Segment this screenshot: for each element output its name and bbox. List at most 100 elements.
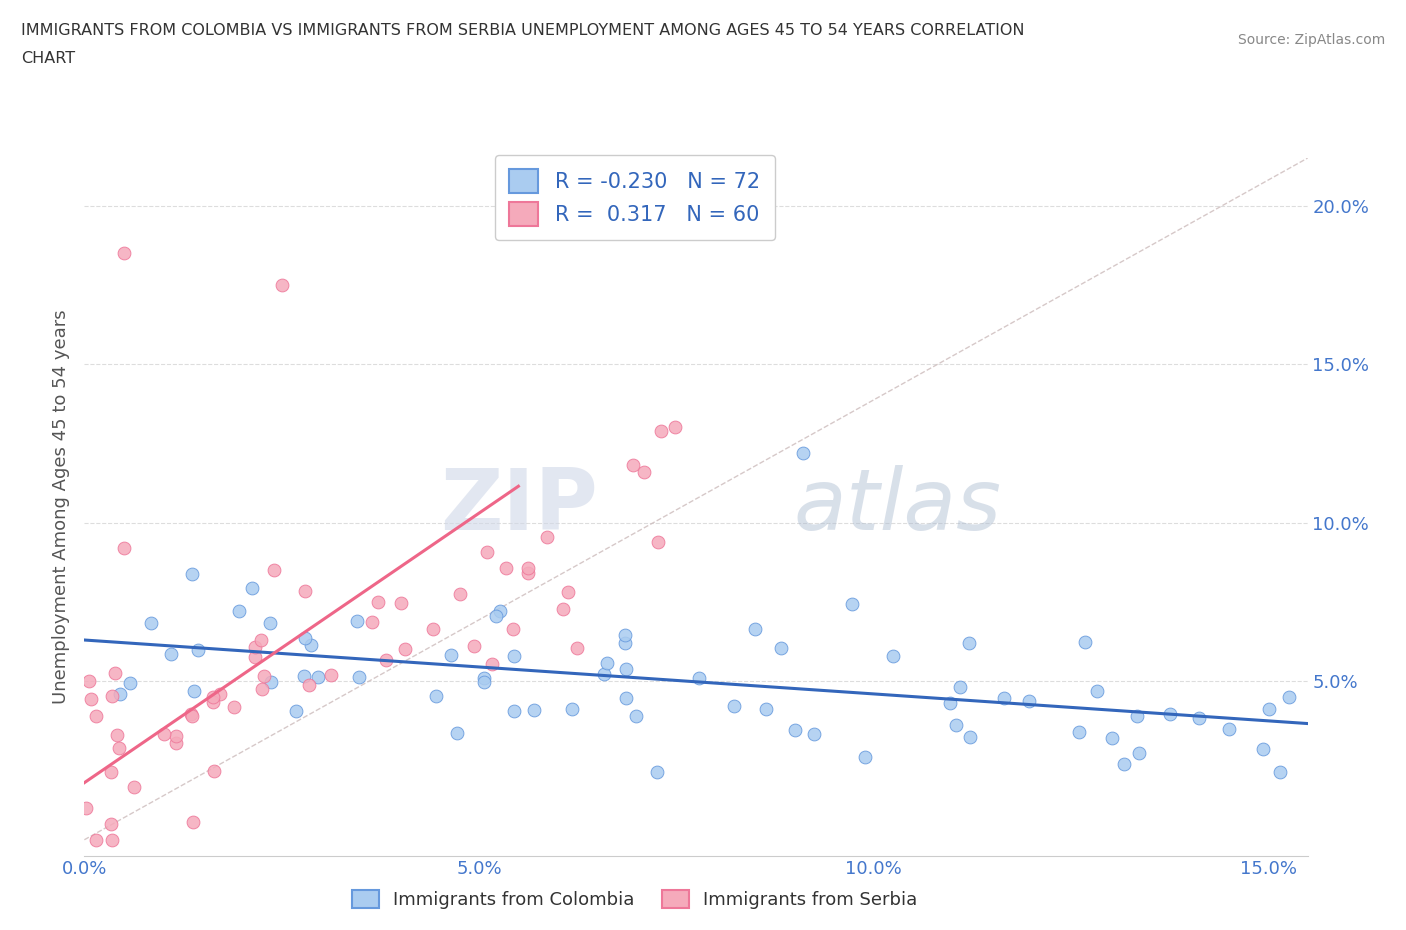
Point	[165, 735, 187, 750]
Point	[107, 727, 129, 742]
Point	[367, 594, 389, 609]
Point	[561, 702, 583, 717]
Point	[1112, 757, 1135, 772]
Point	[472, 671, 495, 685]
Point	[209, 686, 232, 701]
Point	[319, 668, 342, 683]
Point	[118, 676, 141, 691]
Point	[770, 641, 793, 656]
Point	[77, 673, 100, 688]
Point	[80, 691, 103, 706]
Point	[449, 587, 471, 602]
Point	[228, 604, 250, 618]
Point	[75, 801, 97, 816]
Point	[959, 730, 981, 745]
Point	[1188, 711, 1211, 725]
Point	[160, 646, 183, 661]
Point	[463, 638, 485, 653]
Point	[294, 583, 316, 598]
Point	[939, 696, 962, 711]
Point	[1258, 701, 1281, 716]
Point	[1018, 694, 1040, 709]
Text: CHART: CHART	[21, 51, 75, 66]
Point	[523, 702, 546, 717]
Point	[647, 764, 669, 779]
Point	[517, 565, 540, 580]
Point	[596, 656, 619, 671]
Point	[346, 614, 368, 629]
Point	[614, 628, 637, 643]
Point	[650, 423, 672, 438]
Point	[1268, 764, 1291, 779]
Point	[1069, 724, 1091, 739]
Point	[614, 636, 637, 651]
Point	[1128, 746, 1150, 761]
Point	[495, 561, 517, 576]
Point	[565, 641, 588, 656]
Point	[948, 679, 970, 694]
Point	[252, 681, 274, 696]
Point	[1218, 722, 1240, 737]
Point	[1085, 684, 1108, 698]
Point	[389, 595, 412, 610]
Point	[1251, 742, 1274, 757]
Point	[792, 445, 814, 460]
Point	[536, 529, 558, 544]
Point	[614, 662, 637, 677]
Point	[183, 684, 205, 698]
Point	[723, 699, 745, 714]
Point	[551, 602, 574, 617]
Point	[104, 666, 127, 681]
Point	[181, 814, 204, 829]
Point	[347, 669, 370, 684]
Point	[633, 465, 655, 480]
Point	[243, 640, 266, 655]
Text: Source: ZipAtlas.com: Source: ZipAtlas.com	[1237, 33, 1385, 46]
Point	[139, 616, 162, 631]
Point	[307, 670, 329, 684]
Point	[1126, 709, 1149, 724]
Y-axis label: Unemployment Among Ages 45 to 54 years: Unemployment Among Ages 45 to 54 years	[52, 310, 70, 704]
Point	[108, 686, 131, 701]
Point	[481, 657, 503, 671]
Point	[882, 649, 904, 664]
Point	[422, 621, 444, 636]
Point	[360, 615, 382, 630]
Point	[100, 817, 122, 831]
Point	[624, 708, 647, 723]
Point	[180, 708, 202, 723]
Point	[664, 419, 686, 434]
Point	[446, 725, 468, 740]
Point	[201, 689, 224, 704]
Point	[593, 666, 616, 681]
Point	[270, 277, 292, 292]
Text: atlas: atlas	[794, 465, 1002, 549]
Point	[260, 675, 283, 690]
Point	[299, 638, 322, 653]
Text: ZIP: ZIP	[440, 465, 598, 549]
Text: IMMIGRANTS FROM COLOMBIA VS IMMIGRANTS FROM SERBIA UNEMPLOYMENT AMONG AGES 45 TO: IMMIGRANTS FROM COLOMBIA VS IMMIGRANTS F…	[21, 23, 1025, 38]
Point	[853, 750, 876, 764]
Point	[945, 718, 967, 733]
Point	[472, 674, 495, 689]
Point	[294, 631, 316, 645]
Point	[259, 616, 281, 631]
Point	[1159, 706, 1181, 721]
Point	[292, 669, 315, 684]
Point	[100, 764, 122, 779]
Point	[298, 678, 321, 693]
Point	[108, 740, 131, 755]
Point	[440, 647, 463, 662]
Point	[187, 642, 209, 657]
Point	[621, 458, 644, 472]
Point	[222, 699, 245, 714]
Point	[993, 691, 1015, 706]
Point	[1101, 730, 1123, 745]
Point	[243, 649, 266, 664]
Point	[180, 706, 202, 721]
Point	[112, 540, 135, 555]
Point	[1074, 635, 1097, 650]
Point	[841, 597, 863, 612]
Point	[502, 622, 524, 637]
Point	[84, 832, 107, 847]
